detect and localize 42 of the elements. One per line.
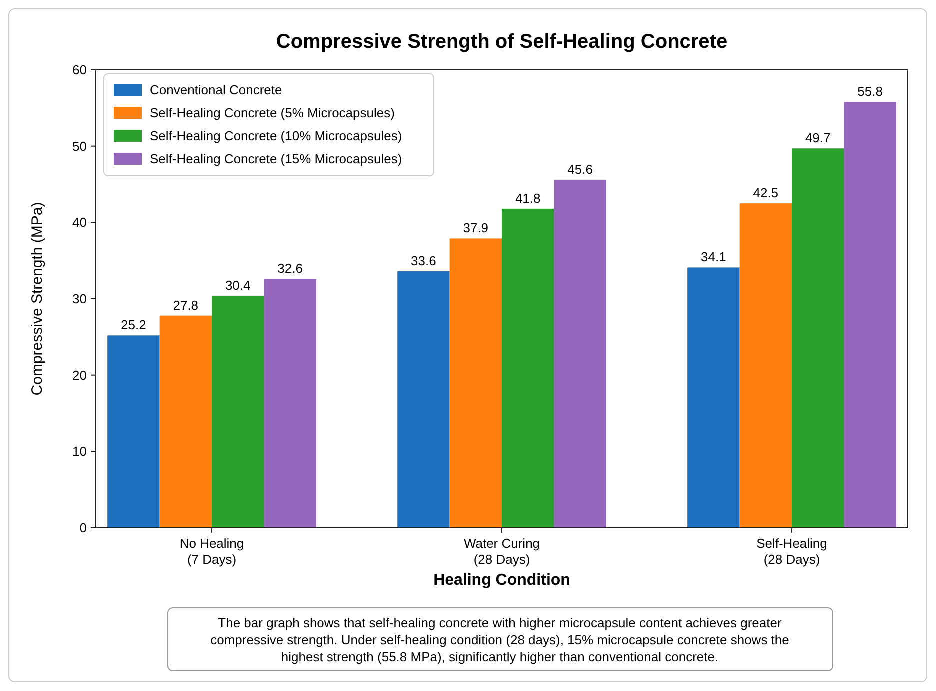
x-tick-label: No Healing (7 Days) [180, 536, 244, 567]
bar [212, 296, 264, 528]
bar [502, 208, 554, 528]
bar [688, 268, 740, 528]
legend-label: Self-Healing Concrete (15% Microcapsules) [150, 152, 402, 167]
legend-label: Conventional Concrete [150, 82, 282, 98]
y-tick-label: 40 [72, 215, 87, 230]
legend-label: Self-Healing Concrete (5% Microcapsules) [150, 106, 395, 121]
y-tick-label: 30 [72, 292, 87, 307]
bar [160, 316, 212, 528]
y-tick-label: 0 [80, 520, 87, 536]
y-tick-label: 10 [72, 444, 87, 460]
x-tick-label: Water Curing (28 Days) [464, 536, 540, 567]
data-label: 30.4 [225, 278, 251, 293]
x-tick-label: Self-Healing (28 Days) [756, 536, 828, 567]
y-tick-label: 50 [72, 138, 87, 154]
legend-label: Self-Healing Concrete (10% Microcapsules) [150, 128, 402, 144]
bar [108, 336, 160, 528]
data-label: 34.1 [701, 250, 726, 265]
bar [264, 279, 316, 528]
data-label: 25.2 [121, 318, 146, 333]
y-tick-label: 60 [72, 62, 87, 78]
data-label: 49.7 [805, 130, 831, 146]
bar [398, 272, 450, 528]
data-label: 41.8 [515, 190, 541, 206]
data-label: 27.8 [173, 298, 199, 313]
bar [450, 238, 502, 528]
y-axis-title: Compressive Strength (MPa) [29, 202, 46, 396]
data-label: 45.6 [568, 162, 593, 177]
bar [740, 204, 792, 528]
bar [844, 102, 896, 528]
bar [554, 180, 606, 528]
data-label: 33.6 [411, 254, 436, 269]
data-label: 55.8 [858, 84, 883, 100]
data-label: 32.6 [278, 261, 303, 276]
y-tick-label: 20 [72, 368, 87, 383]
data-label: 37.9 [463, 220, 489, 236]
data-label: 42.5 [753, 186, 779, 201]
x-axis-title: Healing Condition [434, 572, 570, 589]
chart-title: Compressive Strength of Self-Healing Concrete [276, 31, 728, 53]
text: The bar graph shows that self-healing concrete with higher microcapsule content achieves greater compressive strength. Under self-healing condition (28 days), 15% microcapsule concrete shows the highest strength (55.8 MPa), significantly higher than conventional concrete. [210, 616, 790, 665]
bar [792, 148, 844, 528]
